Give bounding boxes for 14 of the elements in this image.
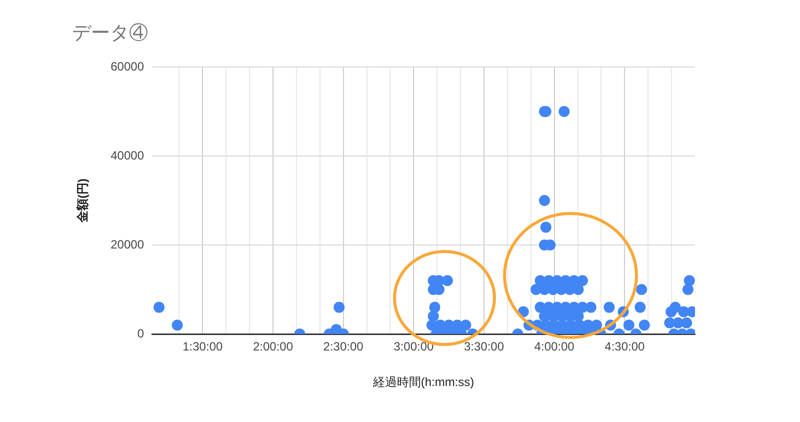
y-axis-title: 金額(円) xyxy=(76,178,90,224)
x-axis-title: 経過時間(h:mm:ss) xyxy=(372,375,474,390)
chart-title: データ④ xyxy=(72,22,148,46)
x-tick-label: 2:30:00 xyxy=(323,340,364,354)
x-tick-label: 4:30:00 xyxy=(604,340,646,354)
y-tick-label: 20000 xyxy=(110,237,144,252)
y-tick-label: 40000 xyxy=(110,148,144,162)
x-tick-label: 3:00:00 xyxy=(394,340,434,354)
x-tick-label: 2:00:00 xyxy=(252,340,294,354)
y-tick-label: 60000 xyxy=(110,59,144,74)
x-tick-label: 4:00:00 xyxy=(534,340,575,354)
x-tick-label: 3:30:00 xyxy=(464,340,504,354)
y-tick-label: 0 xyxy=(137,326,144,340)
x-tick-label: 1:30:00 xyxy=(182,340,223,354)
